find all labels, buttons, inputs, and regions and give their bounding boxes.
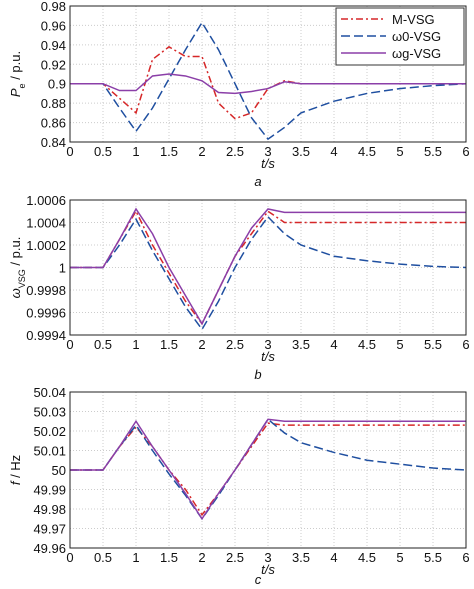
x-tick-label: 2.5 [226, 144, 244, 159]
y-axis-label-part: P [8, 88, 23, 97]
x-tick-label: 0.5 [94, 337, 112, 352]
y-tick-label: 1.0006 [26, 193, 66, 208]
x-tick-label: 6 [462, 337, 469, 352]
y-axis-label: Pe / p.u. [8, 51, 27, 97]
y-tick-label: 50.04 [33, 385, 66, 400]
y-tick-label: 1.0002 [26, 238, 66, 253]
y-tick-label: 0.94 [41, 38, 66, 53]
x-tick-label: 4.5 [358, 337, 376, 352]
y-tick-label: 0.9994 [26, 328, 66, 343]
x-tick-label: 4 [330, 550, 337, 565]
series-line [70, 215, 467, 331]
y-tick-label: 49.96 [33, 541, 66, 556]
x-tick-label: 3 [264, 144, 271, 159]
x-tick-label: 1 [132, 550, 139, 565]
caption: c [255, 572, 262, 584]
x-tick-label: 1 [132, 144, 139, 159]
plot-frame [69, 199, 467, 336]
y-axis-label-part: / p.u. [8, 51, 23, 84]
x-tick-label: 3 [264, 337, 271, 352]
y-tick-label: 50 [52, 463, 66, 478]
y-axis-label-part: f [8, 480, 23, 485]
x-tick-label: 1.5 [160, 337, 178, 352]
x-tick-label: 5 [396, 144, 403, 159]
x-tick-label: 2.5 [226, 550, 244, 565]
x-tick-label: 5 [396, 337, 403, 352]
x-axis-label: t/s [261, 562, 275, 577]
x-tick-label: 3 [264, 550, 271, 565]
legend: M-VSG ω0-VSG ωg-VSG [335, 7, 465, 66]
x-tick-label: 0.5 [94, 144, 112, 159]
y-axis-label-part: ω [8, 288, 23, 298]
x-tick-label: 2 [198, 550, 205, 565]
y-tick-label: 0.84 [41, 135, 66, 150]
y-tick-label: 50.02 [33, 424, 66, 439]
x-tick-label: 3.5 [292, 550, 310, 565]
y-tick-label: 0.96 [41, 18, 66, 33]
x-tick-label: 2.5 [226, 337, 244, 352]
plot-frame [69, 391, 467, 549]
caption: a [254, 174, 261, 189]
caption: b [254, 367, 261, 382]
y-axis-label-part: e [17, 83, 27, 88]
x-tick-label: 6 [462, 144, 469, 159]
y-axis-label-part: VSG [17, 269, 27, 288]
series-line [70, 418, 466, 521]
x-tick-label: 6 [462, 550, 469, 565]
y-tick-label: 0.88 [41, 96, 66, 111]
legend-label: ωg-VSG [392, 46, 441, 61]
y-axis-label-part: / Hz [8, 455, 23, 482]
series-line [70, 207, 466, 326]
x-tick-label: 4 [330, 144, 337, 159]
x-tick-label: 2 [198, 337, 205, 352]
y-tick-label: 0.86 [41, 116, 66, 131]
series-line [70, 21, 467, 141]
y-tick-label: 1 [59, 261, 66, 276]
y-tick-label: 50.03 [33, 405, 66, 420]
y-axis-label: f / Hz [8, 455, 23, 485]
x-axis-label: t/s [261, 349, 275, 364]
series-line [70, 73, 466, 95]
y-tick-label: 0.9996 [26, 306, 66, 321]
x-axis-label: t/s [261, 156, 275, 171]
x-tick-label: 0 [66, 144, 73, 159]
chart: 0 0.5 1 1.5 2 2.5 3 3.5 4 4.5 5 5.5 6 0.9994 0.9996 0.9… [8, 193, 470, 382]
y-tick-label: 0.9998 [26, 283, 66, 298]
y-tick-label: 49.97 [33, 522, 66, 537]
y-tick-label: 1.0004 [26, 216, 66, 231]
x-tick-label: 1 [132, 337, 139, 352]
legend-label: ω0-VSG [392, 29, 441, 44]
y-tick-label: 49.98 [33, 502, 66, 517]
x-tick-label: 5.5 [424, 337, 442, 352]
chart: 0 0.5 1 1.5 2 2.5 3 3.5 4 4.5 5 5.5 6 0.84 0.86 0.88 0.9… [8, 0, 470, 189]
x-tick-label: 2 [198, 144, 205, 159]
x-tick-label: 1.5 [160, 550, 178, 565]
x-tick-label: 3.5 [292, 337, 310, 352]
y-axis-label: ωVSG / p.u. [8, 237, 27, 299]
x-tick-label: 3.5 [292, 144, 310, 159]
chart: 0 0.5 1 1.5 2 2.5 3 3.5 4 4.5 5 5.5 6 49.96 49.97 49.98… [8, 385, 470, 587]
y-tick-label: 49.99 [33, 483, 66, 498]
x-tick-label: 1.5 [160, 144, 178, 159]
y-axis-label-part: / p.u. [8, 237, 23, 270]
series-line [70, 422, 466, 517]
x-tick-label: 0 [66, 337, 73, 352]
y-tick-label: 0.98 [41, 0, 66, 14]
plot-frame [69, 5, 467, 143]
x-tick-label: 4.5 [358, 550, 376, 565]
y-tick-label: 0.92 [41, 57, 66, 72]
x-tick-label: 4 [330, 337, 337, 352]
y-tick-label: 50.01 [33, 444, 66, 459]
x-tick-label: 5.5 [424, 550, 442, 565]
x-tick-label: 5 [396, 550, 403, 565]
x-tick-label: 0 [66, 550, 73, 565]
x-tick-label: 0.5 [94, 550, 112, 565]
legend-label: M-VSG [392, 12, 435, 27]
y-tick-label: 0.9 [48, 77, 66, 92]
x-tick-label: 4.5 [358, 144, 376, 159]
x-tick-label: 5.5 [424, 144, 442, 159]
